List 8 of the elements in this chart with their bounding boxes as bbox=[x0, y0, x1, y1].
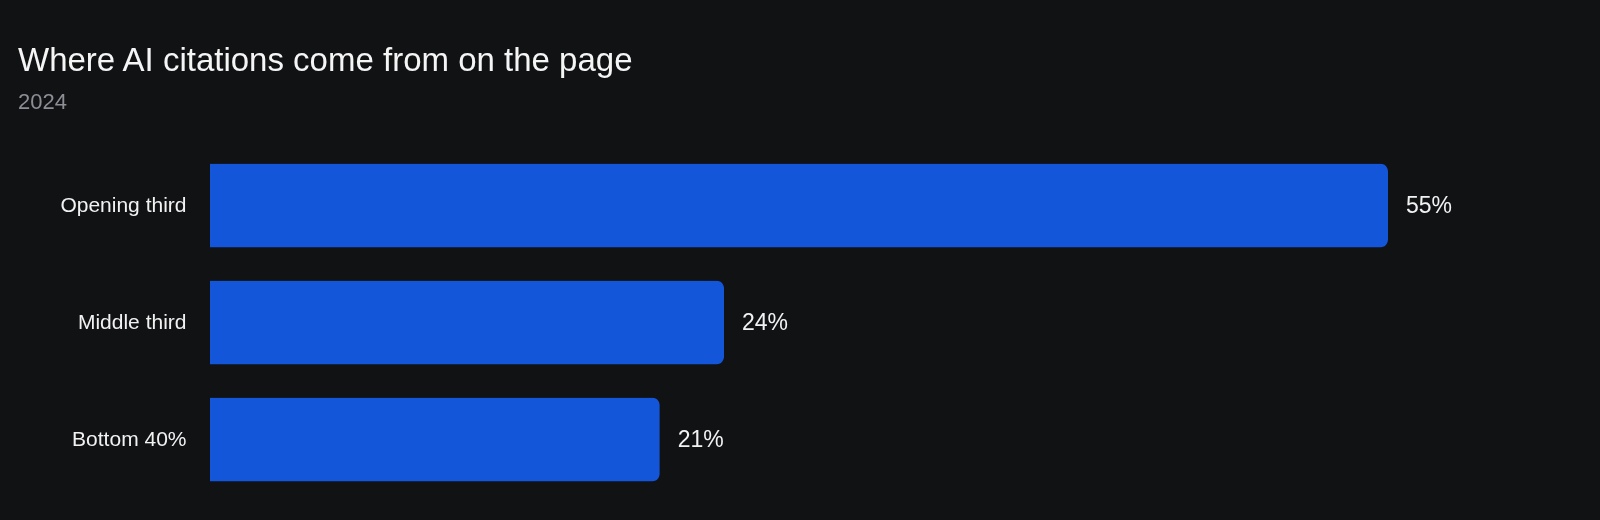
chart-title: Where AI citations come from on the page bbox=[18, 41, 633, 78]
data-label: 21% bbox=[677, 425, 724, 452]
y-tick-label: Bottom 40% bbox=[72, 426, 187, 450]
chart-subtitle: 2024 bbox=[18, 89, 67, 114]
data-label: 24% bbox=[742, 308, 789, 335]
y-tick-label: Opening third bbox=[60, 192, 187, 216]
data-label: 55% bbox=[1406, 191, 1453, 218]
y-tick-label: Middle third bbox=[77, 309, 187, 333]
